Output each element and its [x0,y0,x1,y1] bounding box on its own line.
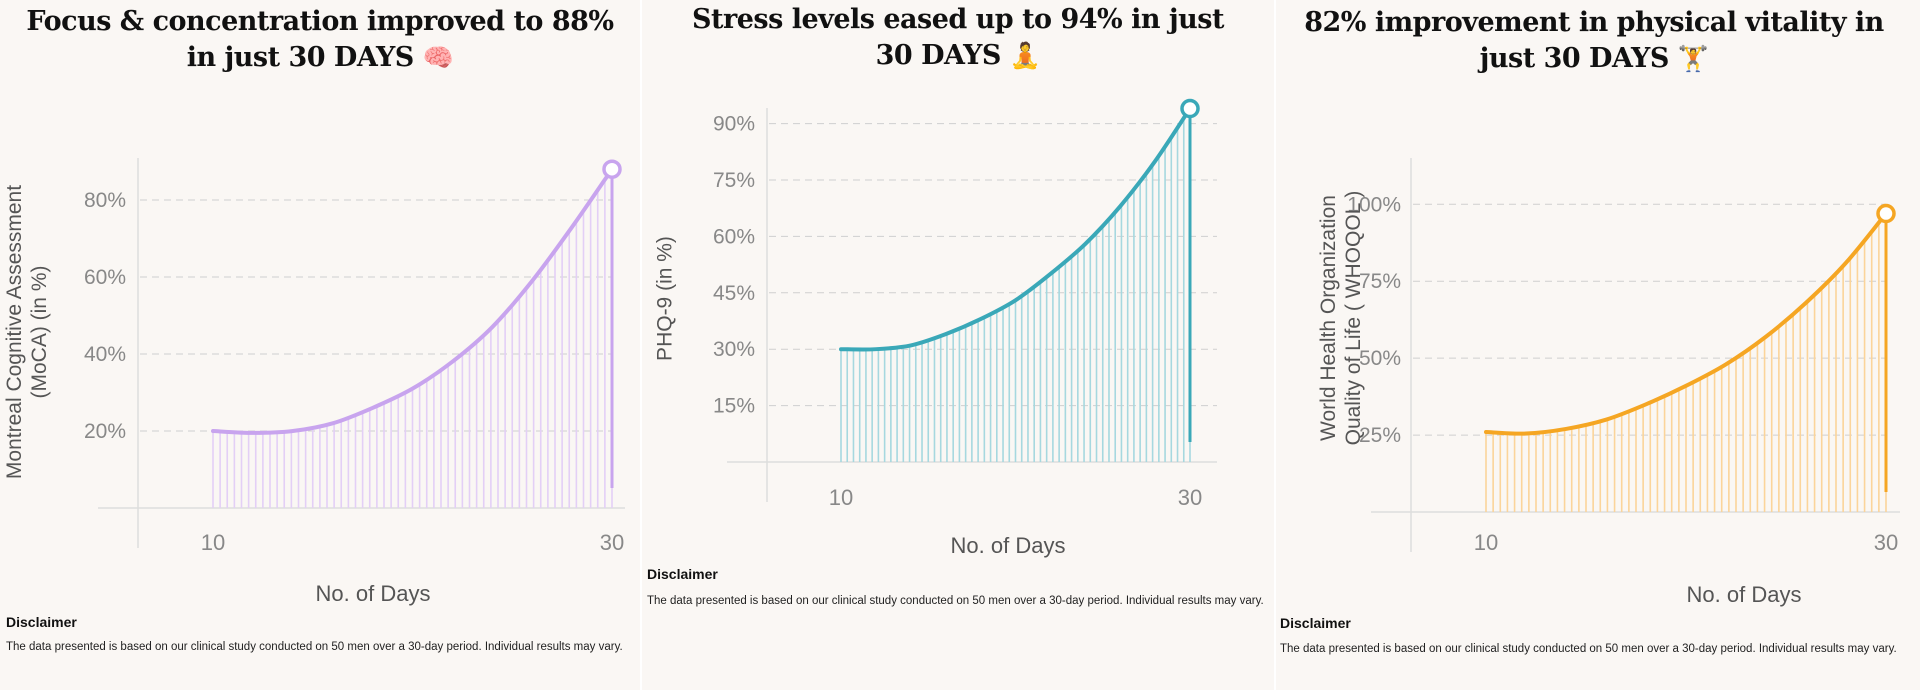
y-axis-label: World Health Organization Quality of Lif… [1316,168,1366,468]
y-tick-label: 20% [84,420,126,443]
y-axis-label-line: Quality of Life ( WHOQOL ) [1342,190,1365,446]
disclaimer-title: Disclaimer [6,614,77,630]
disclaimer-text: The data presented is based on our clini… [1280,643,1897,655]
y-tick-label: 40% [84,343,126,366]
y-tick-label: 60% [84,266,126,289]
chart-title-text: Focus & concentration improved to 88% in… [26,6,614,73]
chart-title: Stress levels eased up to 94% in just 30… [682,2,1234,74]
y-tick-label: 50% [1359,347,1401,370]
y-tick-label: 100% [1347,193,1401,216]
chart-title: Focus & concentration improved to 88% in… [20,4,620,76]
disclaimer-text: The data presented is based on our clini… [6,641,623,653]
y-tick-label: 80% [84,189,126,212]
disclaimer-title: Disclaimer [1280,615,1351,631]
stress-chart: 15% 30% 45% 60% 75% 90% 10 30 [713,98,1217,510]
y-tick-label: 30% [713,338,755,361]
chart-title-text: 82% improvement in physical vitality in … [1304,7,1884,74]
y-tick-label: 75% [1359,270,1401,293]
disclaimer-text: The data presented is based on our clini… [647,595,1264,607]
x-axis-label: No. of Days [950,533,1066,558]
x-tick-label: 10 [201,530,225,555]
panel-stress: Stress levels eased up to 94% in just 30… [642,0,1274,690]
y-tick-label: 45% [713,282,755,305]
series-line [1484,211,1888,436]
end-point-marker [1876,203,1896,224]
x-tick-label: 10 [829,485,853,510]
x-tick-label: 10 [1474,530,1498,555]
x-axis-label: No. of Days [315,581,431,606]
y-tick-label: 15% [713,395,755,418]
brain-icon: 🧠 [422,43,454,72]
y-tick-label: 25% [1359,424,1401,447]
x-tick-label: 30 [600,530,624,555]
y-tick-label: 90% [713,113,755,136]
x-tick-label: 30 [1178,485,1202,510]
vitality-chart: 25% 50% 75% 100% 10 30 [1347,158,1900,555]
panel-focus: Focus & concentration improved to 88% in… [0,0,640,690]
y-axis-label-line: PHQ-9 (in %) [653,236,677,361]
y-tick-label: 75% [713,169,755,192]
panel-vitality: 82% improvement in physical vitality in … [1276,0,1920,690]
y-axis-label-line: Montreal Cognitive Assessment [3,184,26,480]
y-tick-label: 60% [713,225,755,248]
series-line [211,167,614,435]
chart-title: 82% improvement in physical vitality in … [1296,5,1892,77]
y-axis-label: PHQ-9 (in %) [653,224,678,374]
end-point-marker [602,159,622,179]
focus-chart: 20% 40% 60% 80% 10 30 [84,158,625,555]
end-point-marker [1180,98,1200,119]
meditation-icon: 🧘 [1009,41,1041,70]
y-axis-label: Montreal Cognitive Assessment (MoCA) (in… [2,172,52,492]
x-tick-label: 30 [1874,530,1898,555]
chart-title-text: Stress levels eased up to 94% in just 30… [692,4,1224,71]
disclaimer-title: Disclaimer [647,566,718,582]
y-axis-label-line: World Health Organization [1317,195,1340,441]
series-line [839,106,1192,352]
weightlifting-icon: 🏋 [1677,44,1709,73]
x-axis-label: No. of Days [1686,582,1802,607]
y-axis-label-line: (MoCA) (in %) [28,265,51,399]
